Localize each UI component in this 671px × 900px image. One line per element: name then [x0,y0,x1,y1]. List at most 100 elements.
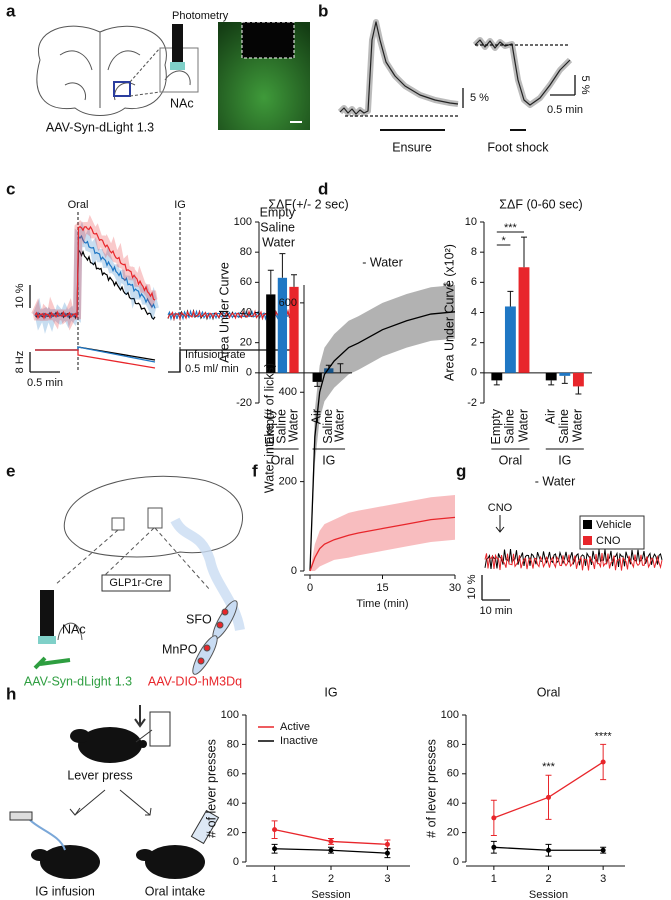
traces [484,549,663,571]
x-axis-label: Time (min) [356,598,408,610]
error-band [310,495,455,571]
panel-label: d [318,179,328,198]
scale-label: 5 % [470,92,489,104]
legend-label: Empty [260,205,296,219]
x-tick-label: Water [516,409,530,442]
trace [34,225,156,320]
label: Lever press [67,768,132,782]
mouse [31,727,205,879]
label: IG [174,199,186,211]
marker [546,847,551,853]
panel-label: h [6,684,16,703]
neurons [192,600,238,675]
bar [312,372,322,382]
error-bar [521,236,527,268]
group-label: Oral [271,453,295,467]
panel-label: a [6,1,16,20]
marker [272,846,278,852]
legend-label: CNO [596,535,621,547]
y-tick-label: 80 [227,738,239,750]
brain-sagittal [54,475,243,591]
bar [518,267,530,373]
scale-label: 10 min [479,605,512,617]
scale-label: 8 Hz [14,351,26,374]
trace [484,552,663,571]
marker [600,759,606,765]
bar [545,372,557,381]
y-tick-label: 0 [246,367,252,379]
annotation: *** [542,761,556,773]
x-tick-label: Empty [489,408,503,444]
scale-bars [481,575,510,601]
chart-title: Oral [537,685,561,699]
legend-label: Saline [260,220,295,234]
y-tick-label: 8 [471,246,477,258]
group-label: IG [322,453,335,467]
bar [289,286,299,373]
fiber-tip [170,62,185,70]
y-axis-label: Area Under Curve [217,262,231,363]
scale-label: 0.5 ml/ min [185,363,239,375]
bar [277,277,288,373]
label: Oral [68,199,89,211]
series-line [309,516,456,572]
chart-title: - Water [362,255,403,269]
legend-label: Water [262,235,295,249]
y-tick-label: 2 [471,337,477,349]
error-bar [561,375,568,384]
scale-label: 0.5 min [27,377,63,389]
fiber [40,590,54,638]
error-bar [493,380,500,386]
y-tick-label: 80 [240,246,252,258]
x-tick-label: Empty [263,408,277,444]
lick-rate [35,349,156,369]
error-bar [279,253,286,278]
apparatus [9,705,220,851]
x-axis-label: Session [529,889,568,900]
scale-label: Infusion rate [185,349,246,361]
scale-bars [29,285,181,373]
panel-label: e [6,461,15,480]
bar [504,306,516,373]
group-label: Oral [499,453,523,467]
x-tick-label: 0 [307,582,313,594]
error-band [310,285,455,571]
marker [384,841,390,847]
y-tick-label: 10 [465,216,477,228]
marker [384,850,390,856]
label: Foot shock [487,140,549,154]
x-tick-label: 2 [545,873,551,885]
scale-bars [345,44,576,131]
fiber-tip [38,636,56,644]
y-tick-label: 60 [447,768,459,780]
trace [34,234,156,319]
legend-box [579,515,645,550]
title: - Water [535,474,576,488]
y-axis-label: # of lever presses [204,739,218,838]
fiber [172,24,183,64]
trace-band [31,214,158,331]
panel-label: g [456,461,466,480]
y-axis-label: # of lever presses [424,739,438,838]
group-label: IG [558,453,571,467]
series-line [309,311,456,572]
x-tick-label: 30 [449,582,461,594]
label: AAV-DIO-hM3Dq [148,674,242,688]
label: NAc [170,96,194,110]
y-tick-label: -2 [467,397,477,409]
x-tick-label: Water [333,409,347,442]
bar [572,372,584,387]
scale-label: 10 % [14,283,26,308]
label: NAc [62,622,86,636]
chart-title: ΣΔF (0-60 sec) [499,197,582,211]
y-tick-label: 0 [233,856,239,868]
legend-label: Inactive [280,735,318,747]
y-tick-label: 6 [471,276,477,288]
x-tick-label: Saline [503,409,517,444]
y-tick-label: 60 [240,276,252,288]
marker [328,847,334,853]
x-tick-label: 1 [272,873,278,885]
label: Oral intake [145,884,205,898]
scale-label: 0.5 min [547,104,583,116]
